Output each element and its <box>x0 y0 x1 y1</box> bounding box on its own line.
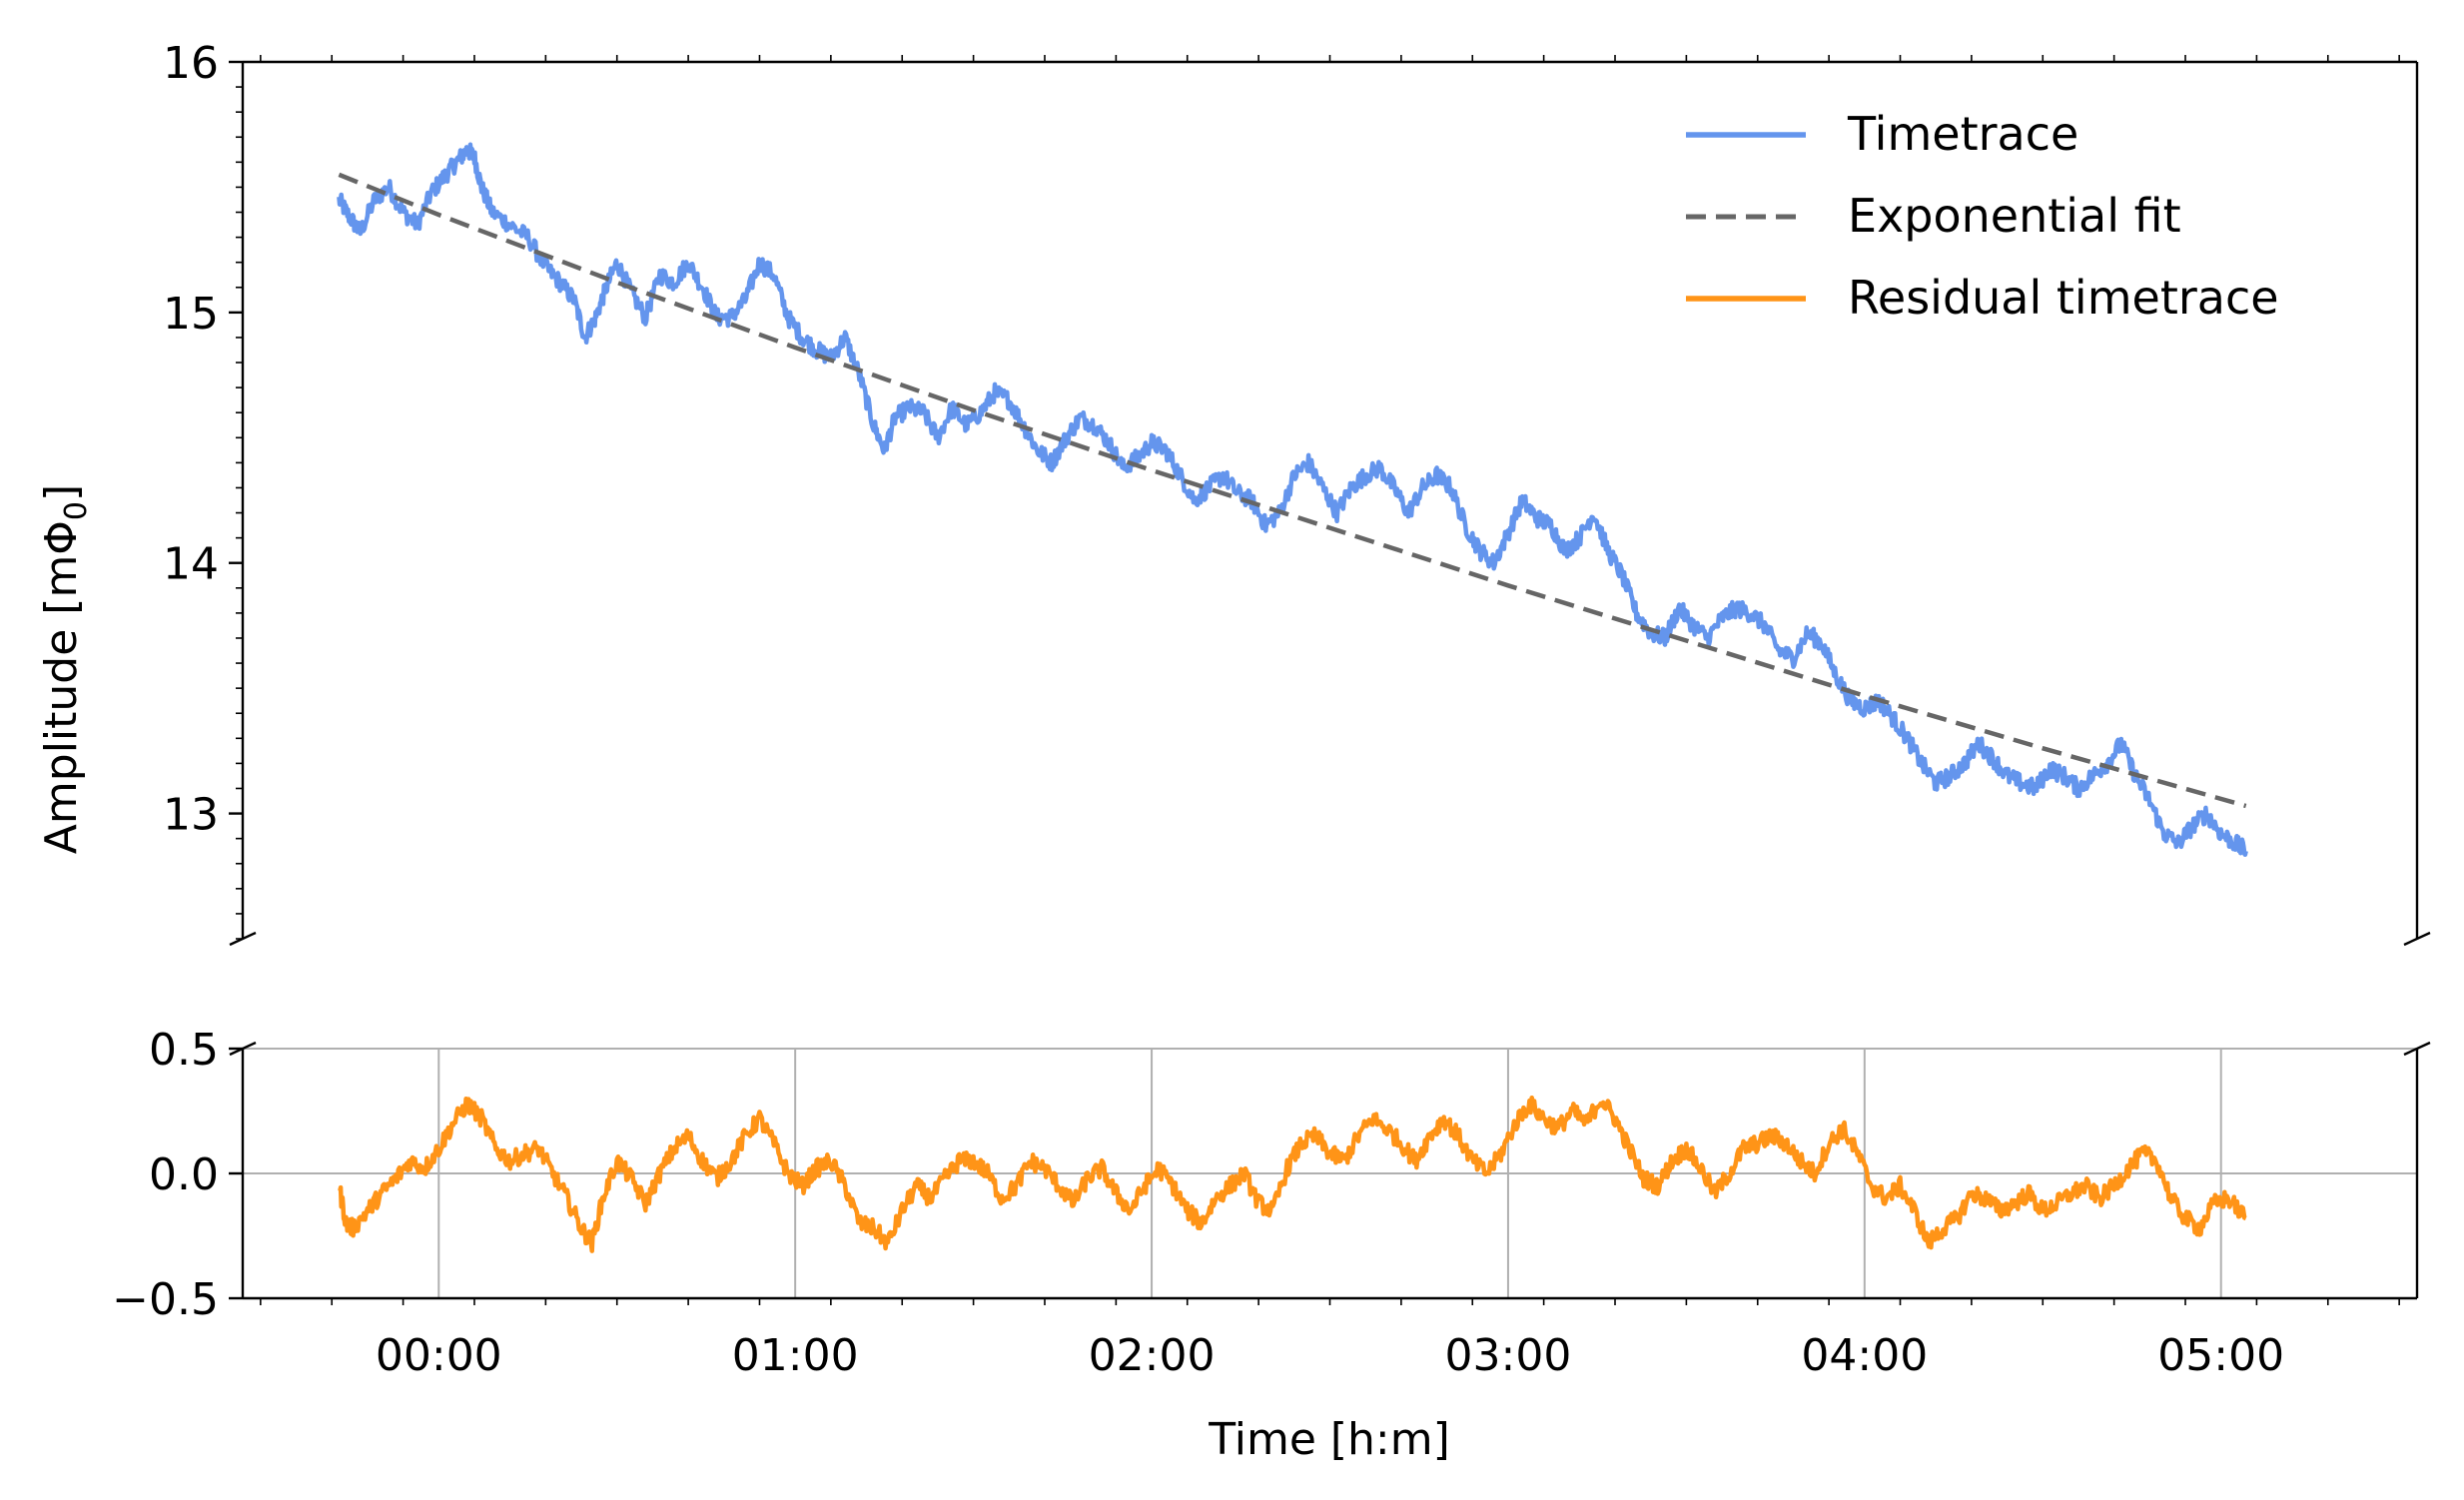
x-tick-label: 00:00 <box>376 1330 502 1381</box>
amplitude-panel: 13 14 15 16 Amplitude [mΦ0] <box>36 38 2431 947</box>
residual-y-tick-label: −0.5 <box>112 1274 219 1325</box>
bottom-panel-ticks: −0.5 0.0 0.5 00:00 01:00 02:00 03:00 04:00 05:00 <box>112 1025 2400 1381</box>
series-timetrace-line <box>337 142 2248 858</box>
legend: Timetrace Exponential fit Residual timet… <box>1686 107 2279 325</box>
x-tick-label: 02:00 <box>1089 1330 1216 1381</box>
legend-label-residual: Residual timetrace <box>1848 271 2279 325</box>
axis-break-mark-bottom-right <box>2403 1041 2431 1057</box>
y-tick-label: 14 <box>163 539 219 590</box>
residual-y-tick-label: 0.0 <box>149 1149 219 1200</box>
x-tick-label: 04:00 <box>1801 1330 1928 1381</box>
series-residual-line <box>337 1095 2247 1253</box>
y-axis-label-amplitude: Amplitude [mΦ0] <box>36 484 94 854</box>
axis-break-mark-top-right <box>2403 931 2431 947</box>
x-tick-label: 03:00 <box>1445 1330 1572 1381</box>
y-tick-label: 13 <box>163 790 219 841</box>
top-panel-plot-area <box>337 142 2248 858</box>
residual-plot-area <box>337 1095 2247 1253</box>
x-axis-label-time: Time [h:m] <box>1208 1414 1450 1465</box>
residual-grid <box>243 1048 2417 1299</box>
y-tick-label: 15 <box>163 289 219 340</box>
residual-y-tick-label: 0.5 <box>149 1025 219 1076</box>
legend-label-exponential-fit: Exponential fit <box>1848 189 2181 243</box>
y-tick-label: 16 <box>163 38 219 89</box>
x-tick-label: 05:00 <box>2157 1330 2284 1381</box>
top-panel-ticks: 13 14 15 16 <box>163 38 2400 940</box>
residual-panel: −0.5 0.0 0.5 00:00 01:00 02:00 03:00 04:00 05:00… <box>112 1025 2431 1465</box>
legend-label-timetrace: Timetrace <box>1847 107 2078 161</box>
x-tick-label: 01:00 <box>732 1330 859 1381</box>
